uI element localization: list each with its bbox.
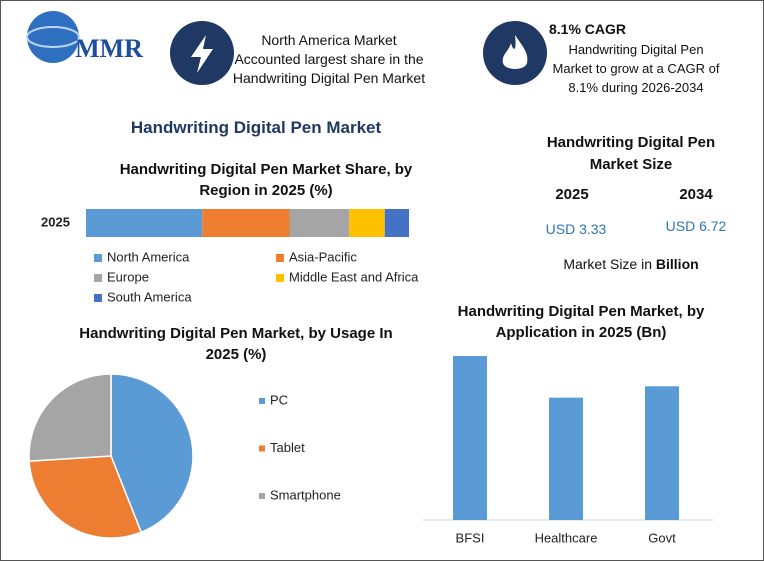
- legend-swatch: [94, 274, 102, 282]
- cagr-title: 8.1% CAGR: [549, 21, 627, 37]
- legend-label: Europe: [107, 269, 149, 284]
- legend-label: Middle East and Africa: [289, 269, 419, 284]
- pie-slice: [28, 455, 143, 539]
- main-title: Handwriting Digital Pen Market: [130, 118, 382, 137]
- legend-label: North America: [107, 249, 190, 264]
- insight-line: Accounted largest share in the: [234, 51, 424, 67]
- year: 2034: [679, 186, 713, 203]
- logo-text: MMR: [75, 34, 143, 63]
- legend-label: Tablet: [270, 440, 305, 455]
- size-value: USD 3.33: [545, 221, 607, 237]
- legend-label: Asia-Pacific: [289, 249, 357, 264]
- legend-label: South America: [107, 289, 192, 304]
- bar-segment: [384, 209, 409, 237]
- legend-swatch: [259, 445, 265, 452]
- x-tick-label: Govt: [648, 530, 676, 545]
- bar: [645, 386, 679, 520]
- logo-globe: [27, 11, 79, 63]
- x-tick-label: BFSI: [456, 530, 485, 545]
- bar-segment: [202, 209, 290, 237]
- logo-orbit: [26, 26, 80, 48]
- row-label: 2025: [41, 214, 70, 229]
- unit: Billion: [655, 256, 699, 272]
- note: Market Size in: [563, 256, 653, 272]
- flame-icon: [502, 35, 528, 69]
- insight: Handwriting Digital Pen Market to grow a…: [541, 40, 731, 97]
- legend-label: Smartphone: [270, 487, 341, 502]
- chart-title: Handwriting Digital Pen Market, by Usage…: [79, 325, 393, 363]
- insight-line: Handwriting Digital Pen Market: [232, 70, 426, 86]
- chart-title: Handwriting Digital Pen Market, by Appli…: [457, 303, 705, 341]
- chart-title: Handwriting Digital Pen Market Share, by…: [119, 161, 413, 199]
- pie-slice: [110, 373, 194, 534]
- legend-swatch: [259, 493, 265, 499]
- bar-segment: [349, 209, 385, 237]
- bar: [453, 356, 487, 520]
- legend-swatch: [276, 274, 284, 282]
- bolt-icon: [191, 35, 213, 73]
- bar: [549, 397, 583, 520]
- size-note: Market Size in Billion: [531, 256, 731, 272]
- bar-segment: [289, 209, 350, 237]
- legend-label: PC: [270, 392, 288, 407]
- insight: North America Market Accounted largest s…: [229, 31, 429, 88]
- legend-swatch: [94, 294, 102, 302]
- insight-line: Handwriting Digital Pen: [568, 42, 704, 57]
- bar-segment: [86, 209, 203, 237]
- pie-slice: [28, 373, 112, 462]
- insight-line: 8.1% during 2026-2034: [568, 80, 704, 95]
- legend-swatch: [276, 254, 284, 262]
- legend-swatch: [259, 398, 265, 404]
- size-value: USD 6.72: [665, 218, 727, 234]
- insight-line: Market to grow at a CAGR of: [552, 61, 720, 76]
- size-title: Handwriting Digital Pen Market Size: [546, 134, 716, 173]
- x-tick-label: Healthcare: [535, 530, 598, 545]
- legend-swatch: [94, 254, 102, 262]
- insight-line: North America Market: [261, 32, 397, 48]
- year: 2025: [555, 186, 589, 203]
